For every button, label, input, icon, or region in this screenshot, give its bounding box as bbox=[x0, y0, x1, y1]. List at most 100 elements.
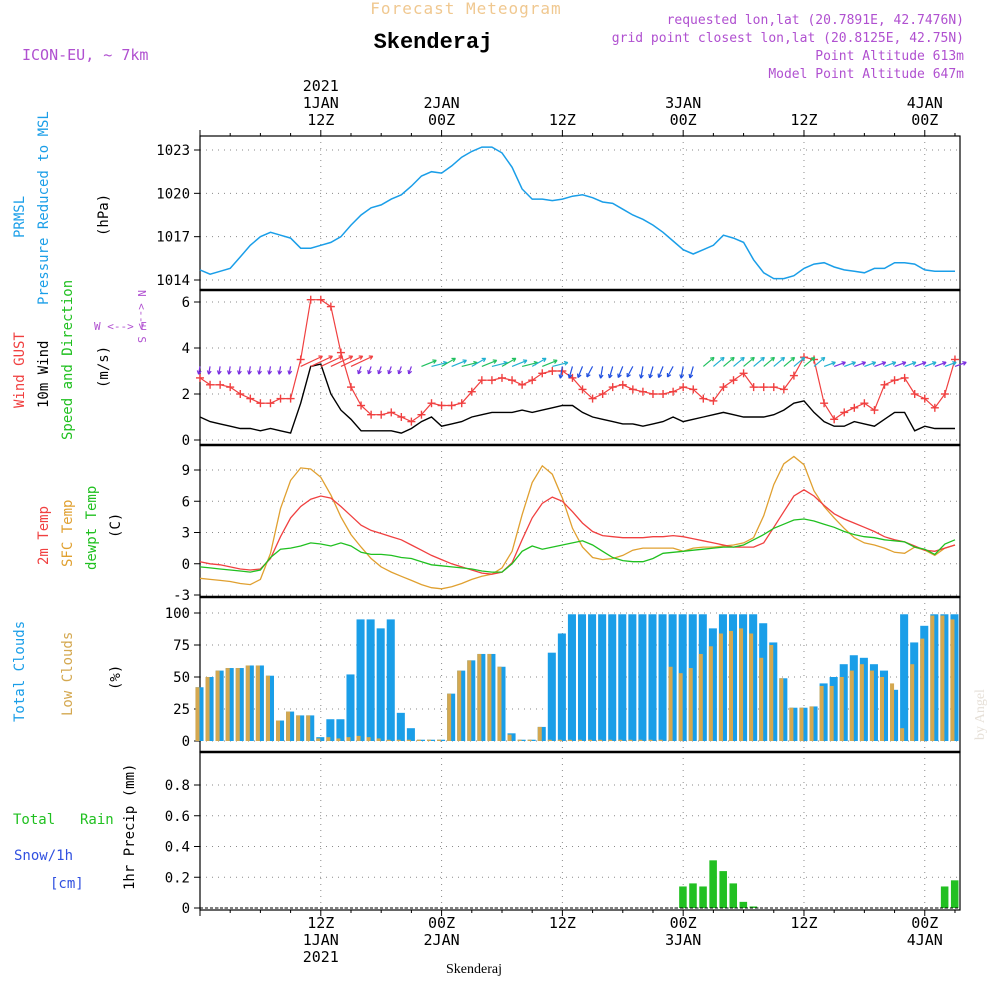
low-cloud-bar bbox=[668, 666, 673, 741]
model-altitude: Model Point Altitude 647m bbox=[768, 67, 964, 82]
sfc-temp-label: SFC Temp bbox=[60, 500, 76, 567]
wind-direction-arrowhead bbox=[680, 374, 685, 379]
wind-direction-arrow bbox=[773, 356, 785, 367]
low-cloud-bar bbox=[598, 739, 603, 741]
top-time-label: 1JAN bbox=[303, 94, 339, 112]
temp-series bbox=[199, 455, 956, 590]
wind-direction-arrowhead bbox=[378, 370, 382, 375]
low-cloud-bar bbox=[688, 668, 693, 741]
wind-direction-arrowhead bbox=[709, 356, 715, 359]
low-cloud-bar bbox=[819, 685, 824, 741]
low-cloud-bar bbox=[507, 734, 512, 741]
low-cloud-bar bbox=[779, 678, 784, 741]
wind-direction-arrow bbox=[617, 366, 624, 378]
low-cloud-bar bbox=[608, 739, 613, 741]
bottom-time-label: 4JAN bbox=[907, 931, 943, 949]
snow-unit: [cm] bbox=[50, 876, 84, 892]
precipitation-ytick-label: 0.2 bbox=[165, 870, 190, 886]
temperature-panel: -3 0 3 6 9 bbox=[173, 444, 961, 604]
total-cloud-bar bbox=[608, 614, 617, 741]
low-cloud-bar bbox=[437, 739, 442, 741]
total-cloud-bar bbox=[346, 674, 355, 741]
total-cloud-bar bbox=[557, 633, 566, 741]
low-cloud-bar bbox=[940, 615, 945, 741]
total-cloud-bar bbox=[366, 619, 375, 741]
low-cloud-bar bbox=[366, 737, 371, 741]
wind-direction-arrowhead bbox=[667, 374, 672, 378]
precip-series bbox=[200, 860, 960, 909]
rain-bar bbox=[699, 886, 707, 908]
low-cloud-bar bbox=[749, 633, 754, 741]
bottom-time-label: 12Z bbox=[307, 914, 334, 932]
temperature-ytick-label: 3 bbox=[182, 526, 190, 542]
bottom-time-label: 3JAN bbox=[665, 931, 701, 949]
wind-direction-arrowhead bbox=[851, 361, 856, 363]
low-cloud-bar bbox=[497, 666, 502, 741]
total-cloud-bar bbox=[588, 614, 597, 741]
wind-direction-arrow bbox=[300, 355, 323, 367]
wind-direction-arrow bbox=[228, 366, 231, 375]
wind-direction-arrow bbox=[864, 361, 876, 367]
low-cloud-bar bbox=[376, 738, 381, 741]
product-title: Forecast Meteogram bbox=[370, 0, 561, 18]
wind-direction-arrowhead bbox=[268, 370, 273, 375]
wind-direction-arrowhead bbox=[408, 370, 413, 375]
wind-direction-arrowhead bbox=[608, 374, 613, 379]
pressure-ytick-label: 1017 bbox=[156, 230, 190, 246]
low-cloud-bar bbox=[296, 715, 301, 741]
wind-direction-arrow bbox=[559, 366, 563, 379]
wind-direction-arrow bbox=[310, 355, 333, 367]
temp-labels: 2m Temp SFC Temp dewpt Temp (C) bbox=[36, 486, 124, 570]
wind-direction-arrowhead bbox=[533, 360, 538, 364]
wind-direction-arrowhead bbox=[931, 361, 937, 363]
wind-direction-arrowhead bbox=[780, 356, 785, 359]
wind-direction-arrowhead bbox=[911, 361, 917, 363]
pressure-unit: (hPa) bbox=[96, 194, 112, 236]
pressure-ytick-label: 1023 bbox=[156, 143, 190, 159]
wind-direction-arrowhead bbox=[617, 374, 622, 378]
low-cloud-bar bbox=[487, 653, 492, 741]
precipitation-panel: 0 0.2 0.4 0.6 0.8 bbox=[165, 751, 961, 917]
wind-direction-arrow bbox=[542, 359, 558, 367]
precipitation-ytick-label: 0.4 bbox=[165, 840, 190, 856]
low-cloud-bar bbox=[618, 739, 623, 741]
precipitation-ytick-label: 0.8 bbox=[165, 778, 190, 794]
low-cloud-bar bbox=[527, 739, 532, 741]
bottom-time-label: 00Z bbox=[428, 914, 455, 932]
low-cloud-bar bbox=[265, 675, 270, 741]
wind-direction-arrowhead bbox=[831, 361, 836, 363]
temp2m-line bbox=[199, 489, 956, 575]
top-time-label: 2JAN bbox=[424, 94, 460, 112]
low-cloud-bar bbox=[245, 665, 250, 741]
wind-direction-arrow bbox=[568, 366, 574, 379]
low-cloud-bar bbox=[336, 738, 341, 741]
low-cloud-bar bbox=[346, 737, 351, 741]
pressure-series bbox=[199, 146, 955, 280]
top-time-label: 2021 bbox=[303, 77, 339, 95]
low-cloud-bar bbox=[356, 735, 361, 741]
rain-bar bbox=[689, 883, 697, 908]
wind-direction-arrow bbox=[608, 366, 614, 379]
low-cloud-bar bbox=[859, 664, 864, 741]
top-time-label: 00Z bbox=[670, 111, 697, 129]
total-cloud-bar bbox=[406, 728, 415, 741]
wind-dir-label: Speed and Direction bbox=[60, 280, 76, 440]
wind-frame bbox=[199, 289, 961, 446]
low-cloud-bar bbox=[628, 739, 633, 741]
clouds-series bbox=[195, 614, 959, 741]
low-cloud-bar bbox=[286, 711, 291, 741]
low-cloud-bar bbox=[467, 660, 472, 741]
wind-direction-arrowhead bbox=[658, 374, 663, 378]
wind-direction-arrow bbox=[733, 356, 745, 367]
wind-direction-arrowhead bbox=[600, 374, 604, 379]
bottom-time-label: 00Z bbox=[911, 914, 938, 932]
wind-direction-arrow bbox=[689, 366, 694, 379]
total-cloud-bar bbox=[648, 614, 657, 741]
wind-labels: Wind GUST 10m Wind Speed and Direction (… bbox=[12, 280, 148, 440]
wind-direction-arrowhead bbox=[473, 360, 478, 364]
wind-direction-arrowhead bbox=[388, 370, 392, 375]
wind-direction-arrow bbox=[350, 355, 373, 367]
low-cloud-bar bbox=[708, 646, 713, 741]
